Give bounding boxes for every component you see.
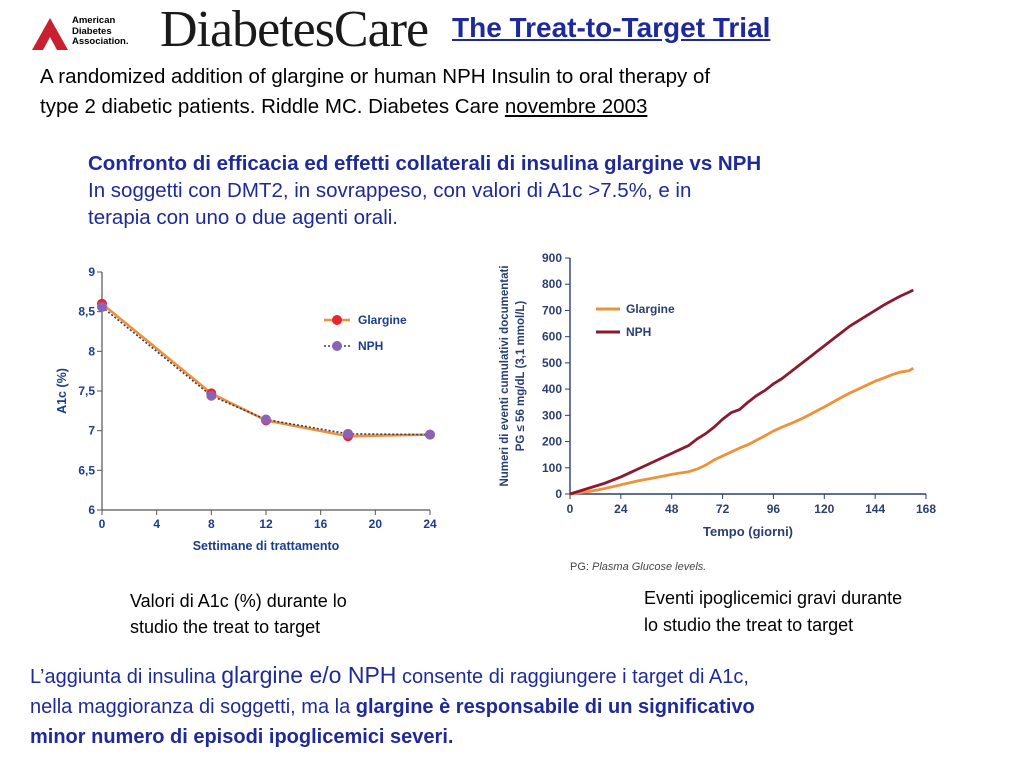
y-tick-label: 400 bbox=[542, 382, 562, 396]
x-tick-label: 168 bbox=[916, 502, 936, 516]
nph-point bbox=[425, 429, 435, 440]
comparison-line-1: In soggetti con DMT2, in sovrappeso, con… bbox=[88, 179, 692, 202]
ada-logo-line: American bbox=[72, 15, 116, 26]
y-tick-label: 6 bbox=[88, 503, 95, 517]
legend-nph-marker bbox=[332, 341, 342, 351]
x-tick-label: 20 bbox=[369, 517, 383, 531]
y-axis-label: PG ≤ 56 mg/dL (3,1 mmol/L) bbox=[515, 301, 527, 452]
conclusion-text: L’aggiunta di insulina bbox=[30, 666, 222, 688]
conclusion-text: consente di raggiungere i target di A1c, bbox=[396, 666, 749, 688]
hypoglycemia-chart-caption: Eventi ipoglicemici gravi durante lo stu… bbox=[644, 585, 1004, 639]
caption-line: lo studio the treat to target bbox=[644, 615, 854, 635]
study-date: novembre 2003 bbox=[504, 95, 648, 118]
y-tick-label: 900 bbox=[542, 251, 562, 265]
conclusion-highlight: minor numero di episodi ipoglicemici sev… bbox=[30, 726, 454, 748]
nph-point bbox=[97, 301, 107, 312]
x-axis-label: Settimane di trattamento bbox=[193, 539, 340, 553]
ada-logo-line: Diabetes bbox=[72, 25, 112, 37]
nph-point bbox=[343, 428, 353, 439]
study-reference-line-1: A randomized addition of glargine or hum… bbox=[40, 65, 711, 88]
y-axis-label: Numeri di eventi cumulativi documentati bbox=[499, 265, 511, 486]
legend-label: NPH bbox=[626, 325, 651, 339]
legend-label: Glargine bbox=[626, 302, 675, 316]
chart-footnote: PG: Plasma Glucose levels. bbox=[570, 561, 706, 573]
x-tick-label: 144 bbox=[865, 502, 885, 516]
y-tick-label: 7,5 bbox=[78, 384, 95, 398]
x-tick-label: 12 bbox=[259, 517, 273, 531]
conclusion-highlight: glargine è responsabile di un significat… bbox=[355, 696, 755, 718]
nph-series-line bbox=[569, 288, 914, 496]
study-reference: A randomized addition of glargine or hum… bbox=[40, 62, 920, 122]
a1c-chart: 6 6,5 7 7,5 8 8,5 9 0 4 8 12 16 20 24 Settimane di tra… bbox=[55, 265, 437, 553]
y-tick-label: 600 bbox=[542, 330, 562, 344]
y-axis-label: A1c (%) bbox=[55, 368, 69, 414]
x-tick-label: 48 bbox=[665, 502, 679, 516]
y-tick-label: 100 bbox=[542, 461, 562, 475]
conclusion-text: nella maggioranza di soggetti, ma la bbox=[30, 696, 356, 718]
journal-logo: DiabetesCare bbox=[160, 1, 429, 58]
caption-line: Eventi ipoglicemici gravi durante bbox=[644, 588, 903, 608]
y-tick-label: 500 bbox=[542, 356, 562, 370]
y-tick-label: 9 bbox=[88, 265, 95, 279]
conclusion: L’aggiunta di insulina glargine e/o NPH … bbox=[30, 660, 990, 752]
hypoglycemia-chart: 0 100 200 300 400 500 600 700 800 900 0 24 48 72 96 120… bbox=[499, 251, 936, 573]
y-tick-label: 800 bbox=[542, 277, 562, 291]
x-tick-label: 16 bbox=[314, 517, 328, 531]
a1c-chart-caption: Valori di A1c (%) durante lo studio the … bbox=[130, 588, 430, 640]
glargine-series-line bbox=[569, 366, 915, 496]
comparison-line-2: terapia con uno o due agenti orali. bbox=[88, 206, 399, 229]
page-title: The Treat-to-Target Trial bbox=[452, 12, 771, 43]
y-tick-label: 8 bbox=[88, 344, 95, 358]
y-tick-label: 7 bbox=[88, 424, 95, 438]
conclusion-insulins: glargine e/o NPH bbox=[221, 662, 397, 688]
study-reference-line-2: type 2 diabetic patients. Riddle MC. Dia… bbox=[40, 95, 505, 118]
x-tick-label: 8 bbox=[208, 517, 215, 531]
y-tick-label: 300 bbox=[542, 408, 562, 422]
comparison-heading: Confronto di efficacia ed effetti collat… bbox=[88, 152, 762, 175]
x-tick-label: 0 bbox=[99, 517, 106, 531]
y-tick-label: 8,5 bbox=[78, 305, 95, 319]
ada-logo-line: Association. bbox=[72, 36, 129, 47]
x-tick-label: 72 bbox=[716, 502, 730, 516]
legend-label: Glargine bbox=[358, 313, 407, 327]
x-tick-label: 120 bbox=[814, 502, 834, 516]
x-tick-label: 0 bbox=[567, 502, 574, 516]
legend-label: NPH bbox=[358, 339, 383, 353]
nph-point bbox=[206, 390, 217, 401]
ada-triangle-icon bbox=[32, 18, 68, 50]
ada-logo: American Diabetes Association. bbox=[30, 14, 156, 54]
legend-glargine-marker bbox=[332, 315, 342, 325]
x-tick-label: 96 bbox=[767, 502, 781, 516]
x-tick-label: 24 bbox=[614, 502, 628, 516]
nph-point bbox=[261, 414, 271, 425]
caption-line: Valori di A1c (%) durante lo bbox=[130, 591, 347, 611]
x-tick-label: 4 bbox=[153, 517, 160, 531]
x-axis-label: Tempo (giorni) bbox=[703, 524, 793, 539]
y-tick-label: 0 bbox=[555, 487, 562, 501]
x-tick-label: 24 bbox=[423, 517, 437, 531]
caption-line: studio the treat to target bbox=[130, 617, 321, 637]
comparison-block: Confronto di efficacia ed effetti collat… bbox=[88, 150, 988, 231]
y-tick-label: 6,5 bbox=[78, 463, 95, 477]
y-tick-label: 700 bbox=[542, 303, 562, 317]
y-tick-label: 200 bbox=[542, 435, 562, 449]
